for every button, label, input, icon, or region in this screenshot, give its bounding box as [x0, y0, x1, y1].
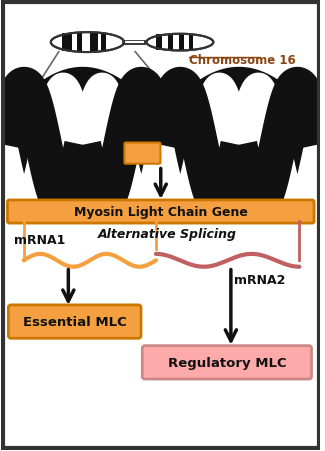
FancyBboxPatch shape [179, 35, 184, 51]
Ellipse shape [147, 35, 213, 51]
FancyBboxPatch shape [124, 143, 161, 164]
Text: Chromosome 16: Chromosome 16 [189, 54, 296, 67]
FancyBboxPatch shape [189, 35, 193, 51]
FancyBboxPatch shape [8, 305, 141, 339]
Polygon shape [65, 68, 179, 223]
Text: Alternative Splicing: Alternative Splicing [98, 228, 237, 241]
Polygon shape [143, 68, 257, 223]
Polygon shape [70, 74, 173, 217]
Polygon shape [148, 74, 251, 217]
Polygon shape [0, 68, 325, 223]
FancyBboxPatch shape [168, 35, 173, 51]
Text: Essential MLC: Essential MLC [23, 315, 126, 328]
FancyBboxPatch shape [90, 34, 98, 52]
FancyBboxPatch shape [62, 34, 72, 52]
Text: Regulatory MLC: Regulatory MLC [168, 356, 286, 369]
Polygon shape [0, 68, 101, 223]
FancyBboxPatch shape [77, 34, 82, 52]
Polygon shape [221, 68, 325, 223]
Polygon shape [0, 74, 95, 217]
Polygon shape [0, 68, 325, 223]
Ellipse shape [51, 33, 124, 53]
Text: mRNA2: mRNA2 [234, 273, 285, 286]
Text: mRNA1: mRNA1 [14, 234, 66, 246]
Text: Myosin Light Chain Gene: Myosin Light Chain Gene [74, 205, 248, 218]
FancyBboxPatch shape [142, 346, 312, 379]
FancyBboxPatch shape [101, 34, 106, 52]
FancyBboxPatch shape [156, 35, 162, 51]
FancyBboxPatch shape [7, 201, 314, 224]
Polygon shape [227, 74, 325, 217]
